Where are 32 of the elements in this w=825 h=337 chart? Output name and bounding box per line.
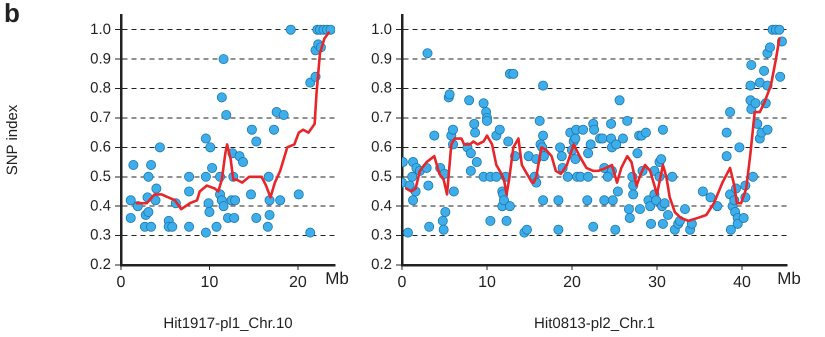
x-tick-label: 20 [288,274,307,292]
x-tick-label: 0 [398,274,407,292]
x-axis-title: Hit0813-pl2_Chr.1 [534,315,655,332]
y-tick-label: 0.6 [90,138,111,156]
text: Mb [325,269,349,288]
y-tick-label: 0.2 [90,256,111,274]
x-tick-label: 40 [733,274,751,292]
y-tick-label: 0.9 [371,50,392,68]
y-tick-label: 1.0 [90,20,111,38]
y-tick-label: 0.6 [371,138,392,156]
y-tick-label: 0.8 [90,80,111,97]
y-tick-label: 0.8 [371,80,392,97]
chart-title: b [4,0,20,28]
x-axis-title: Hit1917-pl1_Chr.10 [163,315,293,332]
y-tick-label: 1.0 [371,20,392,38]
x-tick-label: 30 [648,274,666,292]
y-tick-label: 0.2 [371,256,392,274]
text: Mb [777,269,801,288]
y-tick-label: 0.5 [90,168,111,185]
y-tick-label: 0.4 [371,197,392,214]
y-tick-label: 0.7 [371,109,392,126]
x-tick-label: 10 [200,274,218,292]
x-tick-label: 20 [563,274,581,292]
x-tick-label: 10 [478,274,496,292]
y-tick-label: 0.5 [371,168,392,185]
y-tick-label: 0.3 [90,226,111,244]
y-tick-label: 0.3 [371,226,392,244]
y-tick-label: 0.4 [90,197,111,214]
x-tick-label: 0 [116,274,126,292]
y-tick-label: 0.7 [90,109,111,126]
y-axis-title: SNP index [4,104,22,176]
y-tick-label: 0.9 [90,50,111,68]
